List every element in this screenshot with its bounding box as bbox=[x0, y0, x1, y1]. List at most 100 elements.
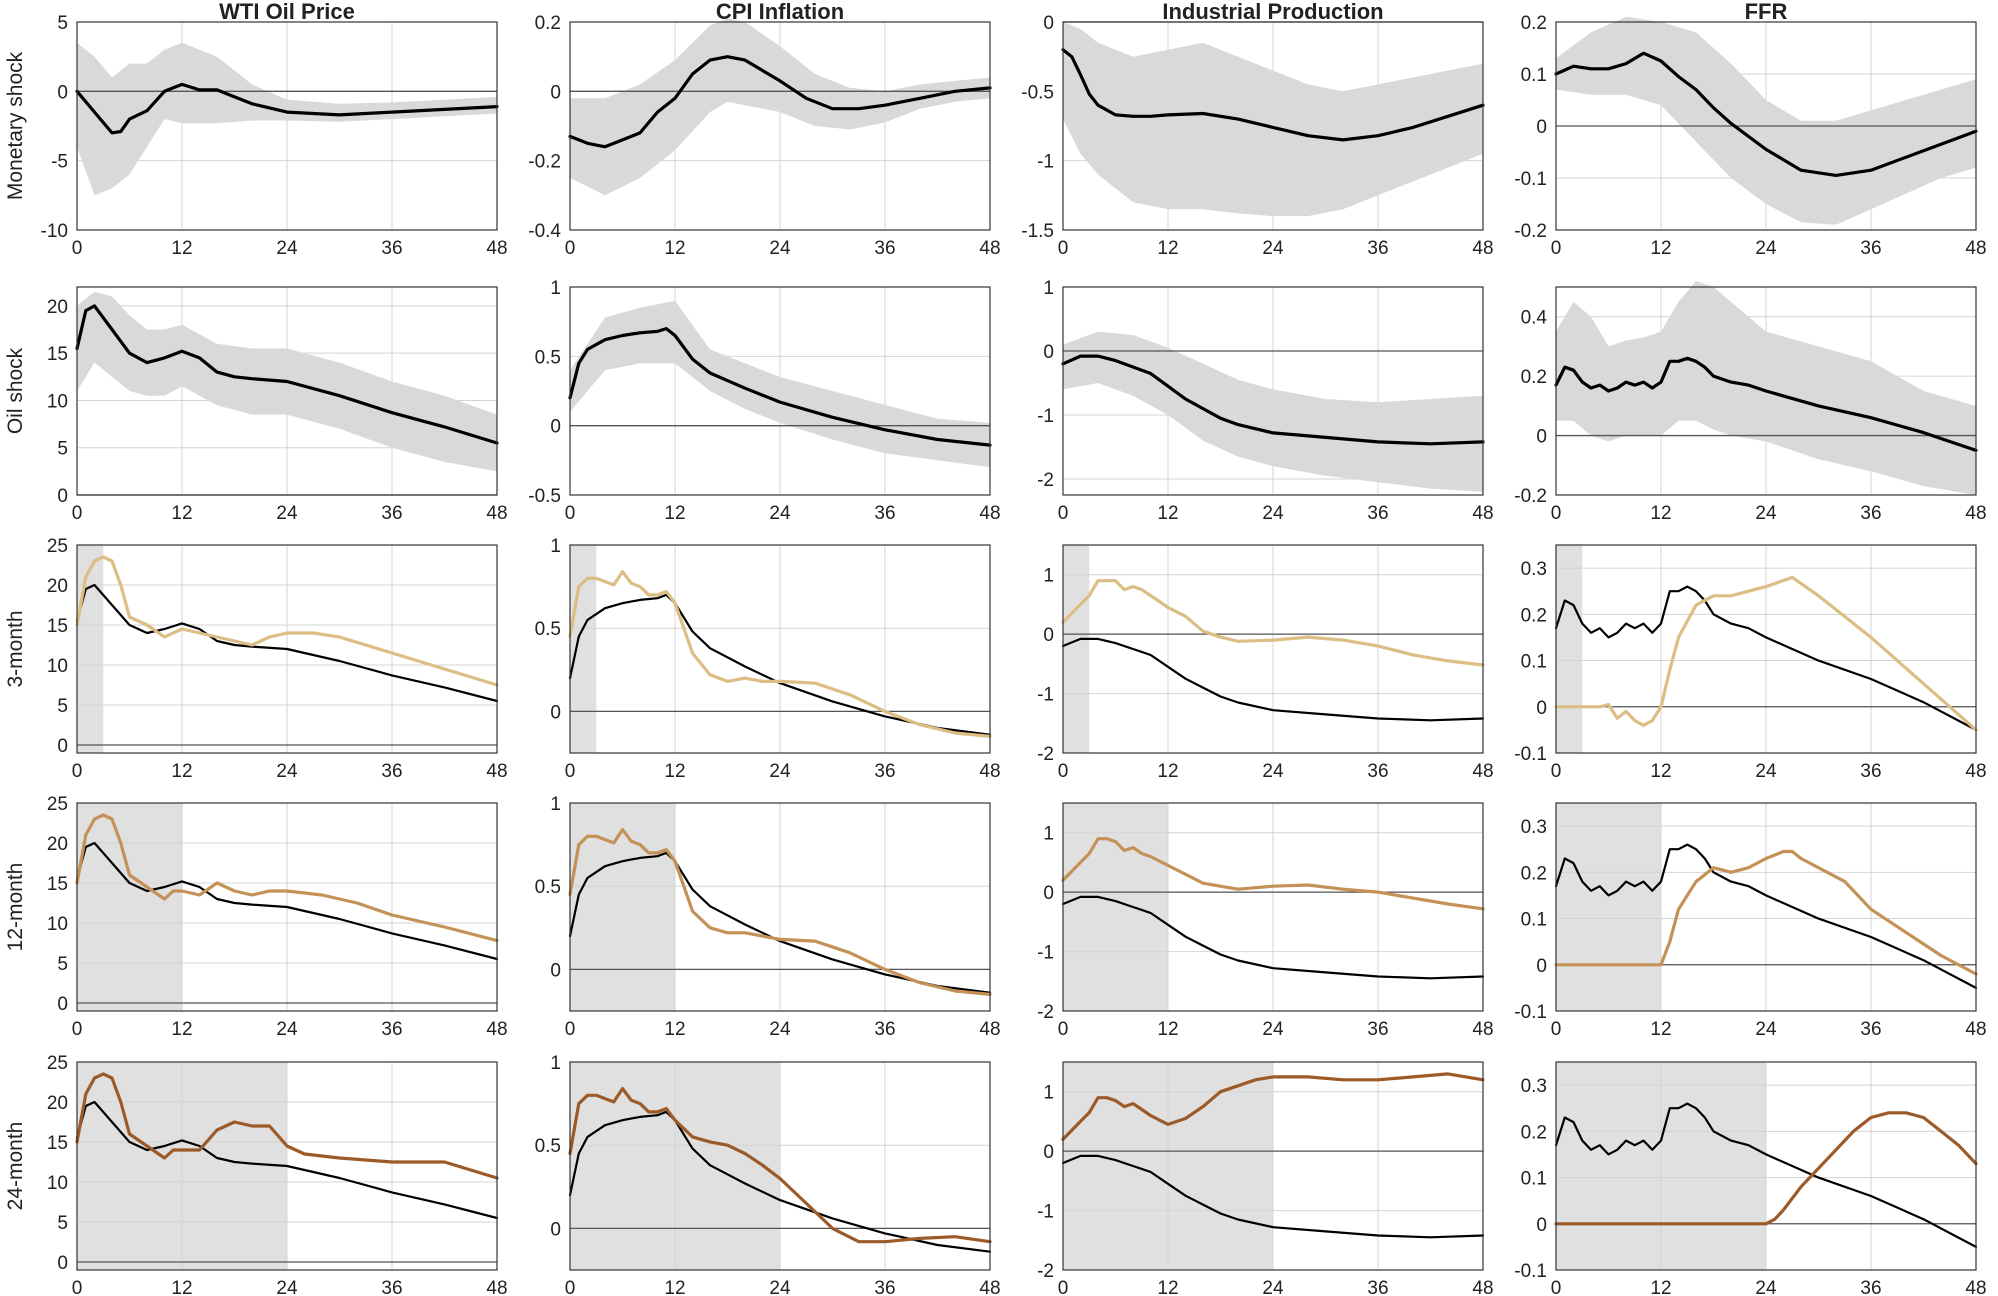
x-tick-label: 24 bbox=[1262, 238, 1284, 259]
x-tick-label: 12 bbox=[171, 761, 192, 782]
counterfactual-line bbox=[568, 1087, 992, 1244]
x-tick-label: 36 bbox=[874, 761, 895, 782]
y-tick-label: 0.3 bbox=[1521, 817, 1547, 838]
baseline-irf-line bbox=[1554, 356, 1978, 452]
panel-r0-c2: 0 12 24 36 48 -1.5 -1 -0.5 0 bbox=[1021, 13, 1493, 259]
plot-frame bbox=[76, 1061, 498, 1271]
y-tick-label: -0.4 bbox=[528, 221, 561, 242]
x-tick-label: 36 bbox=[874, 1278, 895, 1296]
row-title: Monetary shock bbox=[4, 51, 27, 200]
plot-frame bbox=[1555, 802, 1977, 1012]
x-tick-label: 24 bbox=[769, 238, 791, 259]
x-tick-label: 0 bbox=[1058, 503, 1069, 524]
x-tick-label: 24 bbox=[769, 1019, 791, 1040]
y-tick-label: 0 bbox=[550, 702, 561, 723]
y-tick-label: 20 bbox=[47, 1093, 68, 1114]
x-tick-label: 36 bbox=[1860, 238, 1881, 259]
y-tick-label: 0.2 bbox=[1521, 1122, 1547, 1143]
y-tick-label: -1 bbox=[1037, 685, 1054, 706]
baseline-irf-line bbox=[568, 55, 992, 149]
x-tick-label: 0 bbox=[1058, 761, 1069, 782]
x-tick-label: 48 bbox=[1472, 503, 1493, 524]
counterfactual-line bbox=[75, 555, 499, 687]
x-tick-label: 48 bbox=[979, 503, 1000, 524]
panel-r3-c1: 0 12 24 36 48 0 0.5 1 bbox=[535, 794, 1001, 1040]
y-tick-label: 10 bbox=[47, 656, 68, 677]
y-tick-label: -1.5 bbox=[1021, 221, 1054, 242]
y-tick-label: 0.3 bbox=[1521, 559, 1547, 580]
x-tick-label: 12 bbox=[171, 1278, 192, 1296]
x-tick-label: 0 bbox=[1058, 1278, 1069, 1296]
plot-frame bbox=[76, 286, 498, 496]
y-tick-label: 1 bbox=[550, 278, 561, 299]
baseline-irf-line bbox=[1554, 1102, 1978, 1248]
baseline-irf-line bbox=[1061, 895, 1485, 980]
y-tick-label: 0 bbox=[57, 1253, 68, 1274]
confidence-band bbox=[1556, 281, 1976, 495]
x-tick-label: 36 bbox=[1367, 1278, 1388, 1296]
y-tick-label: -2 bbox=[1037, 1002, 1054, 1023]
panel-r3-c0: 0 12 24 36 48 0 5 10 15 20 25 bbox=[47, 794, 508, 1040]
confidence-band bbox=[1063, 22, 1483, 217]
y-tick-label: 0.3 bbox=[1521, 1076, 1547, 1097]
y-tick-label: 0 bbox=[1043, 13, 1054, 34]
x-tick-label: 12 bbox=[664, 761, 685, 782]
x-tick-label: 12 bbox=[1650, 1278, 1671, 1296]
x-tick-label: 0 bbox=[1551, 1278, 1562, 1296]
x-tick-label: 0 bbox=[1551, 503, 1562, 524]
y-tick-label: 0.5 bbox=[535, 1136, 561, 1157]
plot-frame bbox=[569, 286, 991, 496]
y-tick-label: 15 bbox=[47, 344, 68, 365]
panel-r2-c2: 0 12 24 36 48 -2 -1 0 1 bbox=[1037, 544, 1494, 782]
plot-frame bbox=[1062, 286, 1484, 496]
column-titles: WTI Oil Price CPI Inflation Industrial Pro… bbox=[219, 0, 1787, 24]
row-titles: Monetary shock Oil shock 3-month 12-month 24… bbox=[4, 51, 27, 1210]
x-tick-label: 24 bbox=[1262, 1019, 1284, 1040]
counterfactual-line bbox=[1554, 575, 1978, 732]
plot-frame bbox=[1062, 21, 1484, 231]
y-tick-label: -2 bbox=[1037, 744, 1054, 765]
x-tick-label: 12 bbox=[171, 238, 192, 259]
plot-frame bbox=[76, 544, 498, 754]
x-tick-label: 36 bbox=[1860, 1278, 1881, 1296]
y-tick-label: 0 bbox=[550, 417, 561, 438]
x-tick-label: 36 bbox=[381, 238, 402, 259]
y-tick-label: 0.2 bbox=[1521, 605, 1547, 626]
y-tick-label: 1 bbox=[550, 536, 561, 557]
y-tick-label: 5 bbox=[57, 13, 68, 34]
y-tick-label: -5 bbox=[51, 152, 68, 173]
y-tick-label: 0.1 bbox=[1521, 1169, 1547, 1190]
x-tick-label: 12 bbox=[1650, 503, 1671, 524]
y-tick-label: 0.2 bbox=[1521, 13, 1547, 34]
y-tick-label: 0 bbox=[1536, 1215, 1547, 1236]
y-tick-label: -0.2 bbox=[1514, 221, 1547, 242]
x-tick-label: 48 bbox=[486, 503, 507, 524]
x-tick-label: 12 bbox=[664, 1019, 685, 1040]
y-tick-label: -1 bbox=[1037, 152, 1054, 173]
panel-r3-c3: 0 12 24 36 48-0.100.10.20.3 bbox=[1514, 802, 1987, 1040]
x-tick-label: 48 bbox=[1472, 761, 1493, 782]
x-tick-label: 24 bbox=[276, 761, 298, 782]
x-tick-label: 0 bbox=[565, 1278, 576, 1296]
baseline-irf-line bbox=[1061, 1154, 1485, 1239]
x-tick-label: 12 bbox=[171, 1019, 192, 1040]
y-tick-label: -1 bbox=[1037, 406, 1054, 427]
y-tick-label: 1 bbox=[1043, 824, 1054, 845]
y-tick-label: 0 bbox=[1536, 698, 1547, 719]
shaded-horizon bbox=[77, 803, 182, 1011]
y-tick-label: -1 bbox=[1037, 943, 1054, 964]
x-tick-label: 0 bbox=[565, 238, 576, 259]
baseline-irf-line bbox=[1554, 51, 1978, 177]
plot-frame bbox=[1555, 1061, 1977, 1271]
x-tick-label: 24 bbox=[769, 761, 791, 782]
x-tick-label: 24 bbox=[276, 503, 298, 524]
x-tick-label: 12 bbox=[1650, 761, 1671, 782]
plot-frame bbox=[569, 802, 991, 1012]
y-tick-label: 5 bbox=[57, 696, 68, 717]
plot-frame bbox=[1062, 544, 1484, 754]
panel-r0-c3: 0 12 24 36 48 -0.2 -0.1 0 0.1 0.2 bbox=[1514, 13, 1986, 259]
y-tick-label: 0.2 bbox=[535, 13, 561, 34]
x-tick-label: 0 bbox=[1058, 238, 1069, 259]
